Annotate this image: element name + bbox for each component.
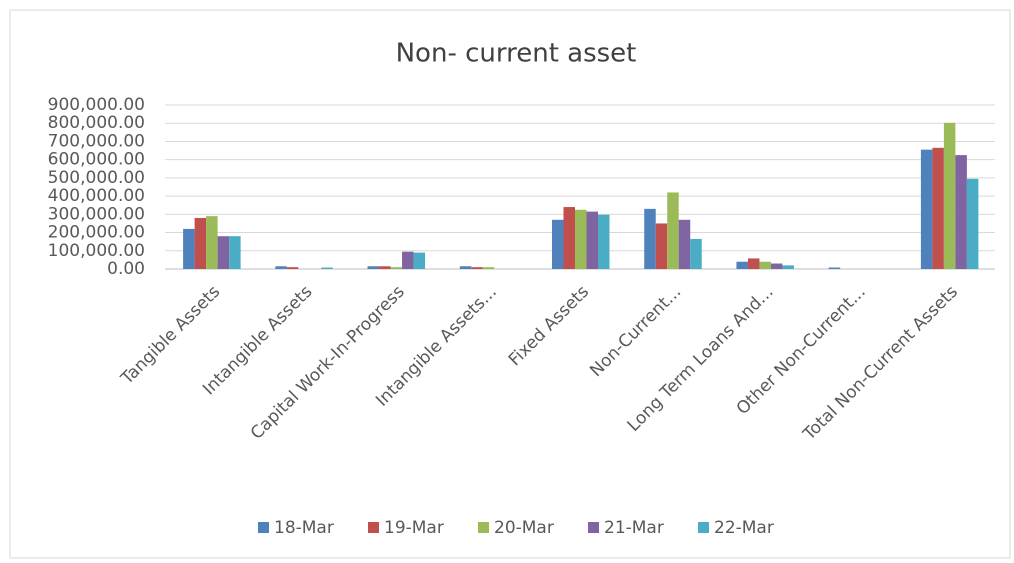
bar <box>770 263 783 269</box>
y-tick-label: 100,000.00 <box>48 241 145 261</box>
bar <box>275 266 287 269</box>
bar <box>390 267 403 269</box>
y-tick-label: 400,000.00 <box>48 186 145 206</box>
legend-label: 18-Mar <box>274 518 334 538</box>
bar <box>286 267 299 269</box>
legend-swatch <box>478 522 489 533</box>
bar <box>413 252 426 269</box>
bar <box>575 209 587 269</box>
bar <box>828 267 841 269</box>
bar <box>586 211 598 269</box>
bar <box>782 265 794 269</box>
y-tick-label: 800,000.00 <box>48 113 145 133</box>
bar <box>552 219 564 269</box>
bar <box>229 236 241 269</box>
bar <box>379 266 391 269</box>
bar <box>932 147 944 269</box>
bar <box>955 155 967 269</box>
bar <box>471 267 483 269</box>
bar <box>920 149 933 269</box>
bar <box>459 266 472 269</box>
y-tick-label: 500,000.00 <box>48 168 145 188</box>
legend-swatch <box>258 522 269 533</box>
y-tick-label: 200,000.00 <box>48 223 145 243</box>
bar <box>678 219 691 269</box>
bar <box>183 228 195 269</box>
bar <box>736 261 748 269</box>
bar <box>747 258 760 269</box>
legend-label: 22-Mar <box>714 518 774 538</box>
bar <box>367 266 380 269</box>
y-tick-label: 600,000.00 <box>48 150 145 170</box>
legend-swatch <box>588 522 599 533</box>
bar <box>217 236 230 269</box>
bar <box>482 267 495 269</box>
bar <box>759 261 771 269</box>
bar <box>194 217 207 269</box>
chart-border <box>9 9 1011 559</box>
bar <box>402 251 414 269</box>
bar <box>966 178 979 269</box>
y-tick-label: 900,000.00 <box>48 95 145 115</box>
bar <box>943 122 956 269</box>
bar <box>655 223 668 269</box>
bar <box>598 214 610 269</box>
bar <box>667 192 679 269</box>
bar <box>690 238 702 269</box>
y-tick-label: 0.00 <box>107 259 145 279</box>
bar <box>206 216 218 269</box>
y-tick-label: 300,000.00 <box>48 204 145 224</box>
legend-label: 20-Mar <box>494 518 554 538</box>
legend-label: 21-Mar <box>604 518 664 538</box>
legend-label: 19-Mar <box>384 518 444 538</box>
legend-swatch <box>698 522 709 533</box>
chart-title: Non- current asset <box>396 39 637 69</box>
y-tick-label: 700,000.00 <box>48 131 145 151</box>
bar <box>563 207 575 269</box>
bar <box>321 267 333 269</box>
legend-swatch <box>368 522 379 533</box>
bar <box>644 208 656 269</box>
